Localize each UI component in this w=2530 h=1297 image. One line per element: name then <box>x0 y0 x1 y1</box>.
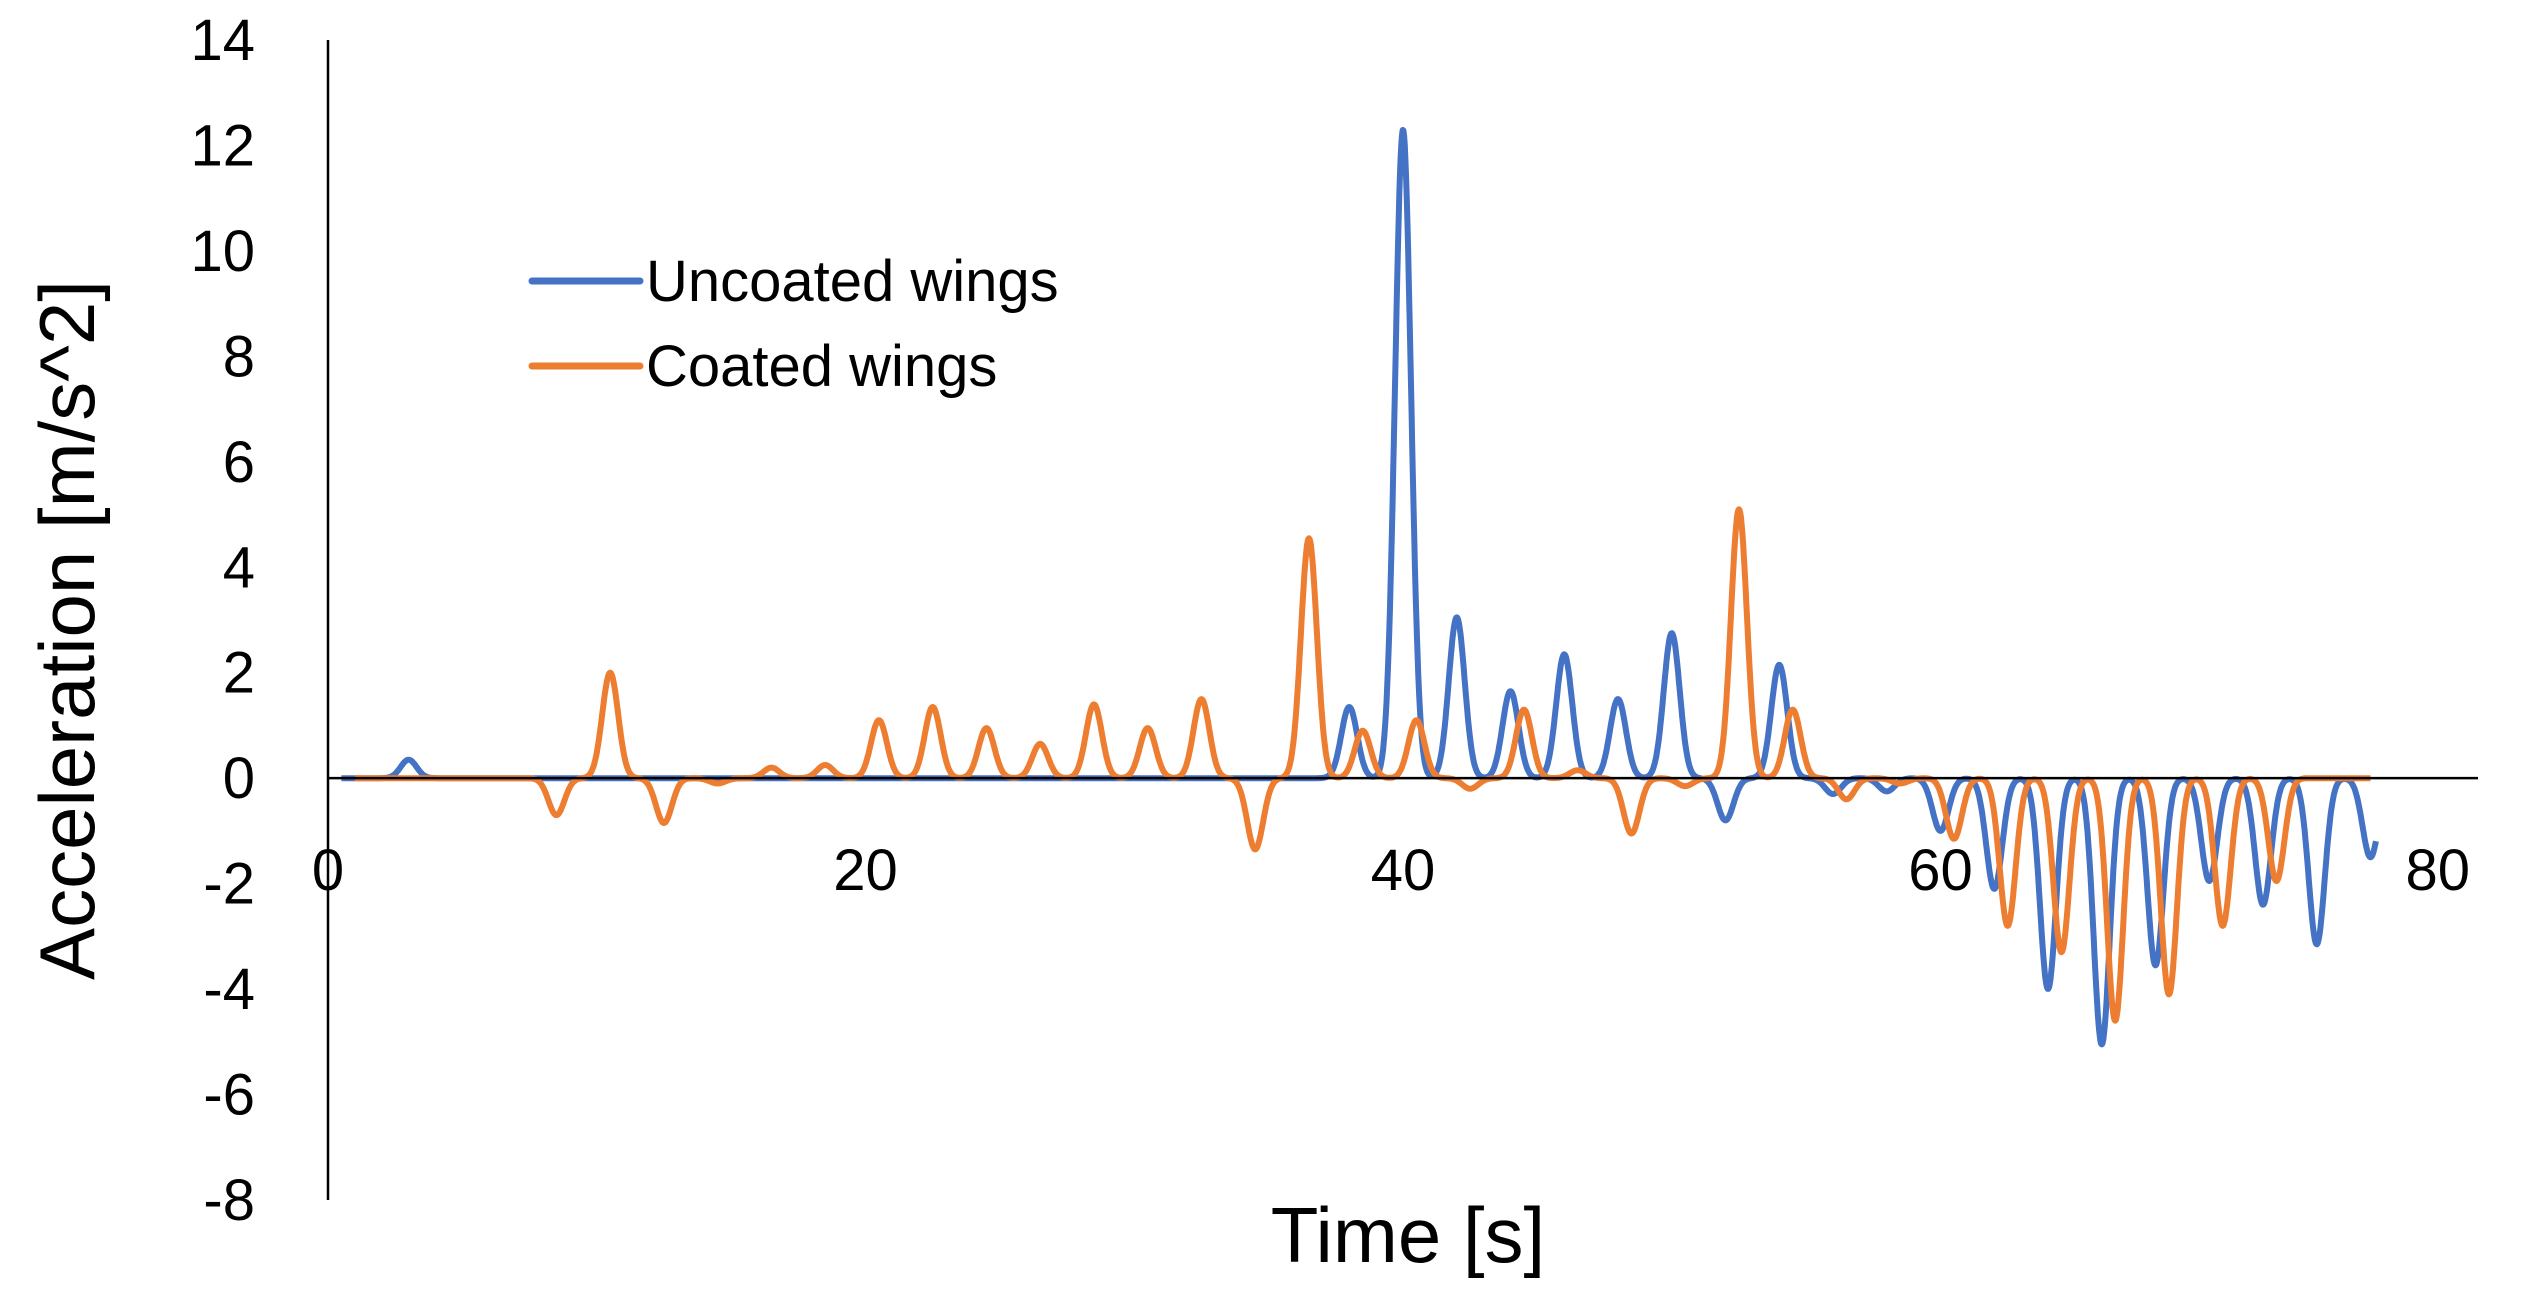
x-axis-title: Time [s] <box>1271 1191 1545 1279</box>
x-tick-label: 0 <box>312 838 344 903</box>
legend-label-coated: Coated wings <box>646 334 997 399</box>
legend: Uncoated wings Coated wings <box>528 249 1059 399</box>
x-tick-label: 20 <box>833 838 898 903</box>
y-tick-label: 6 <box>223 430 255 495</box>
legend-label-uncoated: Uncoated wings <box>646 249 1059 314</box>
x-tick-labels: 0 20 40 60 80 <box>312 838 2470 903</box>
y-tick-label: -6 <box>203 1063 255 1128</box>
y-tick-label: 8 <box>223 324 255 389</box>
y-tick-label: -4 <box>203 957 255 1022</box>
y-tick-label: 0 <box>223 746 255 811</box>
legend-item-uncoated: Uncoated wings <box>528 249 1059 314</box>
axes <box>326 40 2478 1200</box>
y-tick-label: 2 <box>223 641 255 706</box>
y-tick-label: -8 <box>203 1168 255 1233</box>
y-tick-label: -2 <box>203 852 255 917</box>
y-tick-label: 12 <box>190 113 255 178</box>
y-tick-label: 10 <box>190 219 255 284</box>
y-axis-title: Acceleration [m/s^2] <box>23 280 111 980</box>
y-tick-label: 14 <box>190 8 255 73</box>
x-tick-label: 80 <box>2405 838 2470 903</box>
y-tick-label: 4 <box>223 535 255 600</box>
legend-item-coated: Coated wings <box>528 334 997 399</box>
x-tick-label: 40 <box>1371 838 1436 903</box>
x-tick-label: 60 <box>1908 838 1973 903</box>
y-tick-labels: 14 12 10 8 6 4 2 0 -2 -4 -6 -8 <box>190 8 255 1233</box>
